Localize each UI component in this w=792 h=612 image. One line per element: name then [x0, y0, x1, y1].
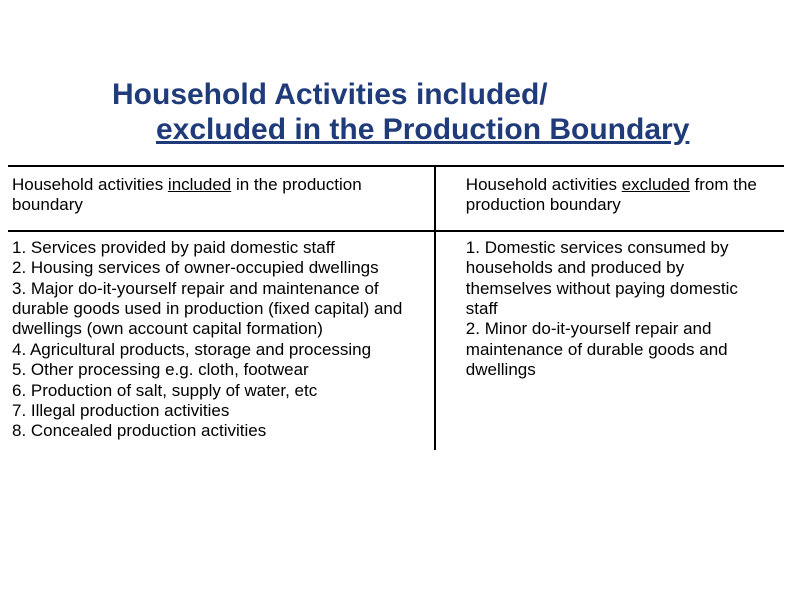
table-body-row: 1. Services provided by paid domestic st…: [8, 231, 784, 450]
list-item: 5. Other processing e.g. cloth, footwear: [12, 360, 424, 380]
header-included-underlined: included: [168, 175, 231, 194]
list-item: 1. Domestic services consumed by househo…: [466, 238, 774, 320]
slide: Household Activities included/ excluded …: [0, 0, 792, 612]
list-item: 1. Services provided by paid domestic st…: [12, 238, 424, 258]
content-table-wrap: Household activities included in the pro…: [0, 165, 792, 450]
table-header-row: Household activities included in the pro…: [8, 166, 784, 231]
list-item: 8. Concealed production activities: [12, 421, 424, 441]
list-item: 4. Agricultural products, storage and pr…: [12, 340, 424, 360]
title-line-2: excluded in the Production Boundary: [112, 113, 752, 148]
list-item: 7. Illegal production activities: [12, 401, 424, 421]
header-excluded-underlined: excluded: [622, 175, 690, 194]
content-table: Household activities included in the pro…: [8, 165, 784, 450]
title-line-1: Household Activities included/: [112, 78, 752, 113]
list-item: 6. Production of salt, supply of water, …: [12, 381, 424, 401]
list-item: 2. Housing services of owner-occupied dw…: [12, 258, 424, 278]
slide-title: Household Activities included/ excluded …: [0, 0, 792, 147]
list-item: 2. Minor do-it-yourself repair and maint…: [466, 319, 774, 380]
header-excluded: Household activities excluded from the p…: [435, 166, 784, 231]
header-included-pre: Household activities: [12, 175, 168, 194]
excluded-cell: 1. Domestic services consumed by househo…: [435, 231, 784, 450]
included-cell: 1. Services provided by paid domestic st…: [8, 231, 435, 450]
header-included: Household activities included in the pro…: [8, 166, 435, 231]
header-excluded-pre: Household activities: [466, 175, 622, 194]
list-item: 3. Major do-it-yourself repair and maint…: [12, 279, 424, 340]
